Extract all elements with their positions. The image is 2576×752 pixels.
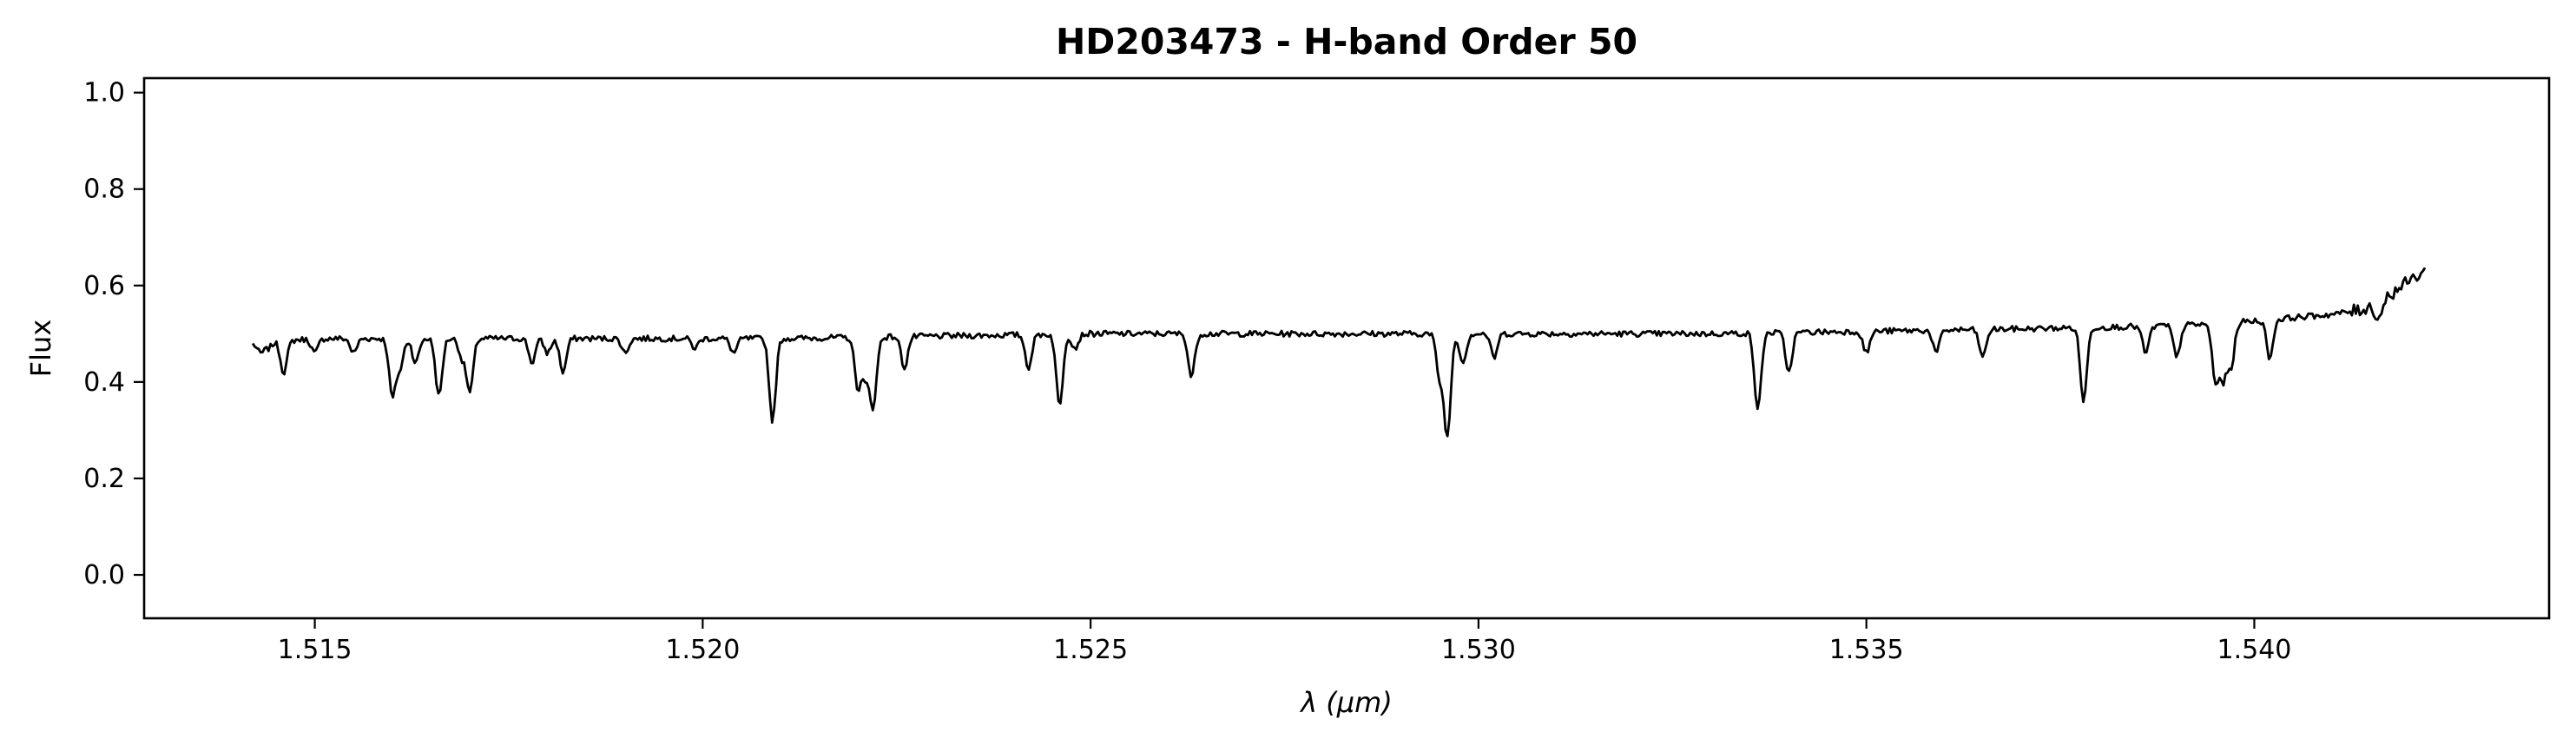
spectrum-layer xyxy=(251,267,2427,438)
x-tick-label: 1.520 xyxy=(665,635,740,665)
chart-title: HD203473 - H-band Order 50 xyxy=(1056,21,1637,63)
y-tick-label: 0.4 xyxy=(83,367,125,398)
y-tick-label: 0.6 xyxy=(83,271,125,301)
plot-frame xyxy=(142,76,2551,620)
y-tick-label: 0.8 xyxy=(83,175,125,205)
y-axis-label: Flux xyxy=(24,320,57,378)
y-tick-label: 0.2 xyxy=(83,464,125,494)
y-axis: 0.0 0.2 0.4 0.6 0.8 1.0 xyxy=(83,78,144,590)
x-tick-label: 1.530 xyxy=(1441,635,1516,665)
x-axis: 1.515 1.520 1.525 1.530 1.535 1.540 xyxy=(278,618,2292,665)
x-tick-label: 1.525 xyxy=(1053,635,1128,665)
x-tick-label: 1.515 xyxy=(278,635,352,665)
y-tick-label: 0.0 xyxy=(83,560,125,590)
x-axis-label: λ (μm) xyxy=(1299,686,1393,719)
x-tick-label: 1.535 xyxy=(1829,635,1904,665)
y-tick-label: 1.0 xyxy=(83,78,125,109)
x-tick-label: 1.540 xyxy=(2217,635,2292,665)
spectrum-line xyxy=(251,267,2427,438)
